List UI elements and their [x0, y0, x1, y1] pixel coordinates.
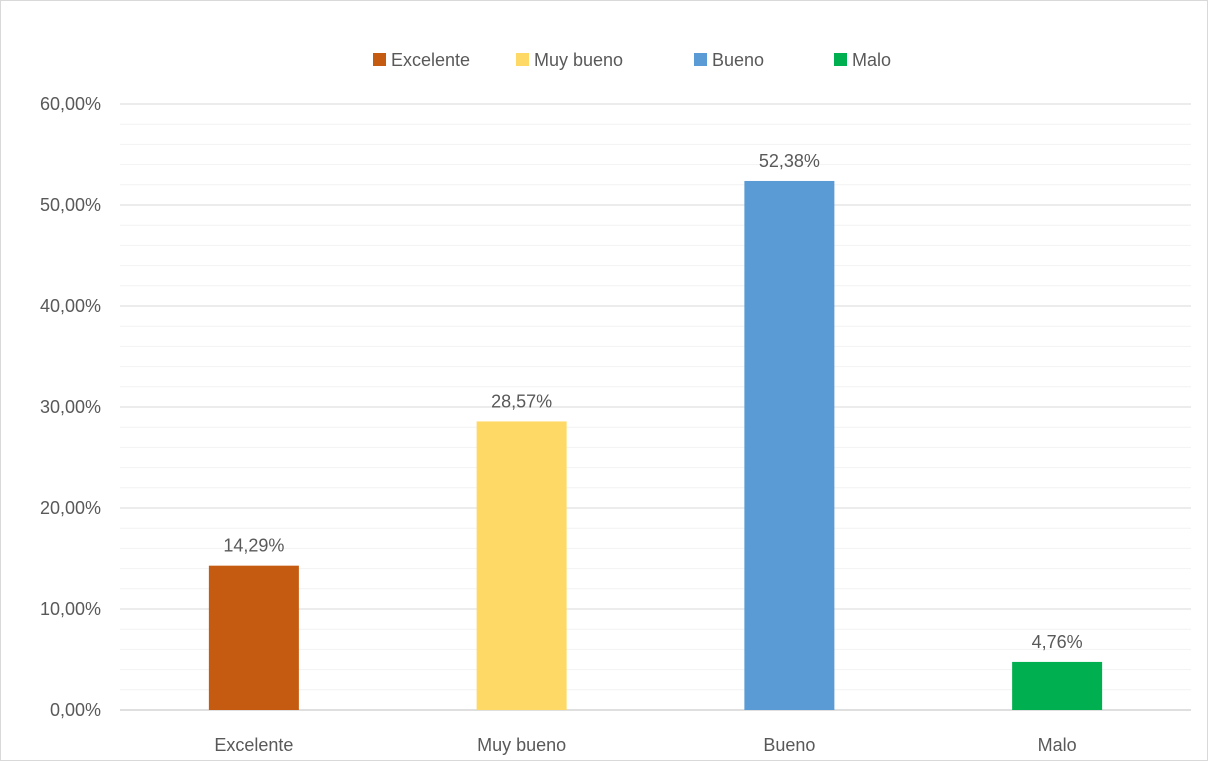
legend-entry: Bueno — [694, 50, 764, 70]
y-tick-label: 60,00% — [40, 94, 101, 114]
bars — [208, 180, 1103, 710]
x-tick-label: Bueno — [763, 735, 815, 755]
bar-muy-bueno — [476, 421, 567, 710]
legend-entry: Excelente — [373, 50, 470, 70]
y-axis-tick-labels: 0,00% 10,00% 20,00% 30,00% 40,00% 50,00% 60,00… — [40, 94, 101, 720]
legend-swatch — [516, 53, 529, 66]
bar-malo — [1012, 661, 1103, 710]
legend-label: Malo — [852, 50, 891, 70]
y-tick-label: 10,00% — [40, 599, 101, 619]
legend-entry: Muy bueno — [516, 50, 623, 70]
legend-label: Excelente — [391, 50, 470, 70]
legend-swatch — [834, 53, 847, 66]
bar-excelente — [208, 565, 299, 710]
x-tick-label: Muy bueno — [477, 735, 566, 755]
y-tick-label: 50,00% — [40, 195, 101, 215]
data-label: 52,38% — [759, 151, 820, 171]
x-tick-label: Excelente — [214, 735, 293, 755]
legend-label: Bueno — [712, 50, 764, 70]
data-labels: 14,29% 28,57% 52,38% 4,76% — [223, 151, 1082, 652]
legend-swatch — [373, 53, 386, 66]
y-tick-label: 40,00% — [40, 296, 101, 316]
legend: Excelente Muy bueno Bueno Malo — [373, 50, 891, 70]
legend-swatch — [694, 53, 707, 66]
x-tick-label: Malo — [1038, 735, 1077, 755]
legend-entry: Malo — [834, 50, 891, 70]
data-label: 4,76% — [1032, 632, 1083, 652]
y-tick-label: 20,00% — [40, 498, 101, 518]
x-axis-tick-labels: Excelente Muy bueno Bueno Malo — [214, 735, 1076, 755]
y-tick-label: 0,00% — [50, 700, 101, 720]
data-label: 14,29% — [223, 536, 284, 556]
y-tick-label: 30,00% — [40, 397, 101, 417]
bar-bueno — [744, 180, 835, 710]
legend-label: Muy bueno — [534, 50, 623, 70]
data-label: 28,57% — [491, 391, 552, 411]
